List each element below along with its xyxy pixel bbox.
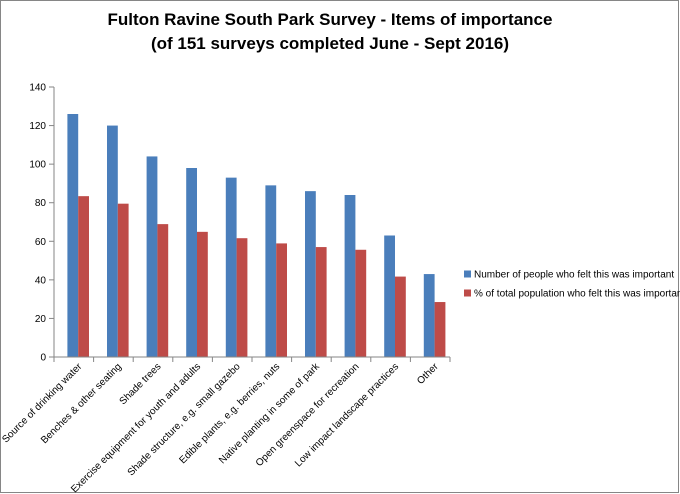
bar-series-2-item-1 [78, 196, 89, 357]
bar-series-1-item-9 [384, 235, 395, 357]
bar-series-2-item-7 [315, 247, 327, 357]
bar-series-2-item-8 [355, 249, 367, 357]
legend-swatch-2 [464, 289, 471, 297]
y-tick-label-3: 40 [35, 275, 47, 286]
bar-series-1-item-2 [107, 125, 118, 357]
y-tick-label-4: 60 [35, 237, 47, 248]
bar-series-2-item-6 [276, 243, 287, 357]
bar-series-2-item-10 [434, 302, 446, 357]
y-tick-label-7: 120 [29, 121, 46, 132]
bar-series-1-item-1 [67, 114, 79, 357]
plot-area: 0 20 40 60 80 100 120 140 Source of drinking wat… [1, 83, 451, 494]
bar-series-1-item-3 [146, 156, 158, 357]
chart-title-line-2: (of 151 surveys completed June - Sept 20… [151, 34, 509, 53]
y-tick-label-2: 20 [35, 314, 47, 325]
y-tick-label-8: 140 [29, 83, 46, 94]
y-tick-label-6: 100 [29, 160, 46, 171]
bar-series-1-item-4 [186, 168, 197, 357]
bar-series-2-item-5 [236, 238, 248, 357]
chart-title-line-1: Fulton Ravine South Park Survey - Items … [108, 10, 553, 29]
bar-series-1-item-6 [265, 185, 277, 357]
bar-series-1-item-10 [423, 274, 435, 357]
legend-swatch-1 [464, 270, 471, 278]
legend-label-1: Number of people who felt this was impor… [474, 270, 674, 281]
bar-series-2-item-9 [395, 276, 406, 357]
legend-label-2: % of total population who felt this was … [474, 289, 680, 300]
bar-series-1-item-5 [225, 177, 237, 357]
bar-series-2-item-3 [157, 224, 169, 357]
legend: Number of people who felt this was impor… [464, 270, 680, 300]
x-category-label-1: Source of drinking water [1, 361, 85, 446]
bar-series-1-item-7 [305, 191, 316, 357]
bar-series-2-item-4 [197, 231, 208, 357]
x-category-label-10: Other [415, 361, 441, 387]
y-tick-label-1: 0 [40, 353, 46, 364]
bar-series-2-item-2 [117, 203, 129, 357]
bar-series-1-item-8 [344, 195, 356, 357]
y-tick-label-5: 80 [35, 198, 47, 209]
x-category-label-2: Benches & other seating [39, 361, 124, 446]
